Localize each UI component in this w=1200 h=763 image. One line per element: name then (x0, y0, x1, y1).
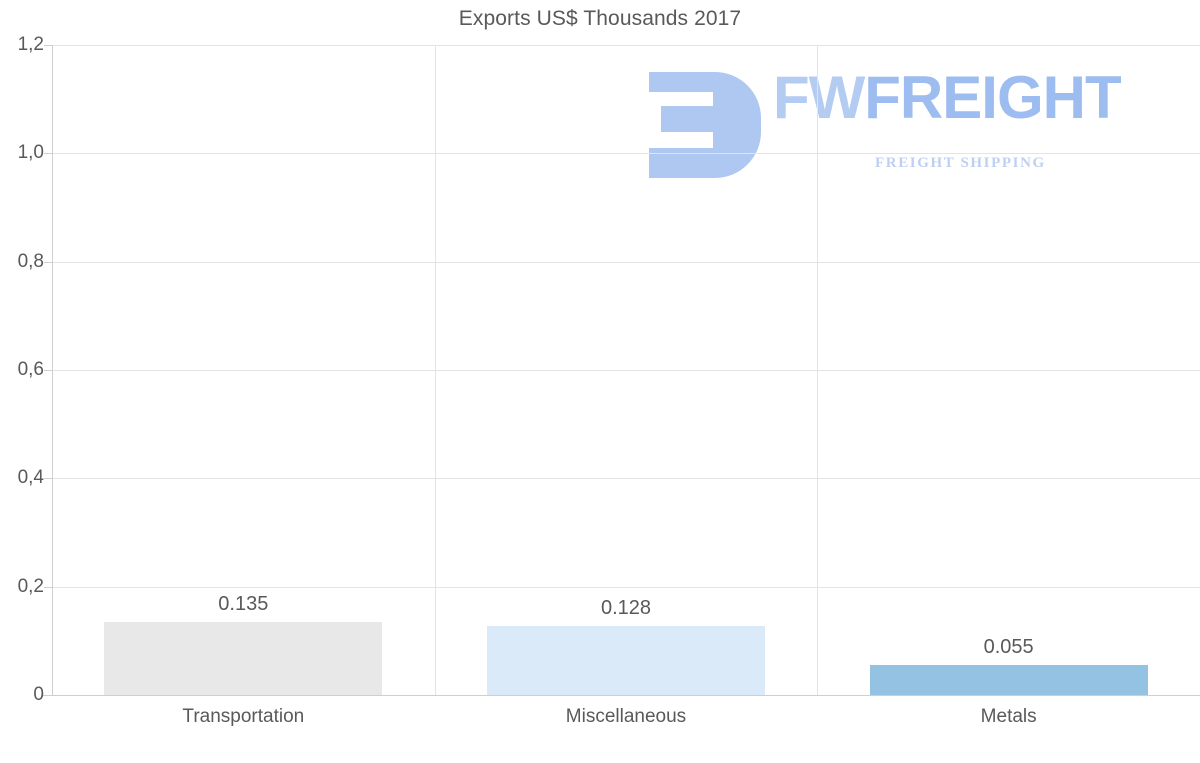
y-axis-tick-label: 0,2 (17, 575, 44, 597)
chart-title: Exports US$ Thousands 2017 (458, 7, 742, 30)
bar-value-label: 0.128 (600, 596, 652, 619)
y-axis-tick (44, 478, 53, 480)
y-axis-tick-label: 0 (33, 684, 44, 705)
y-axis-tick (44, 261, 53, 263)
gridline-vertical (435, 45, 436, 695)
gridline-horizontal (52, 261, 1200, 263)
gridline-horizontal (52, 586, 1200, 588)
y-axis-tick-label: 0,6 (17, 359, 44, 380)
y-axis-tick (44, 586, 53, 588)
gridline-horizontal (52, 45, 1200, 46)
y-axis-tick (44, 45, 53, 46)
y-axis-tick-label: 1,0 (17, 142, 44, 164)
x-axis-line (42, 695, 1200, 696)
bar[interactable] (104, 621, 383, 695)
y-axis-tick-label: 0,4 (17, 467, 44, 489)
y-axis-tick (44, 695, 53, 696)
bar[interactable] (869, 665, 1148, 695)
y-axis-tick (44, 370, 53, 371)
bar-value-label: 0.055 (983, 636, 1034, 659)
gridline-horizontal (52, 153, 1200, 155)
x-axis-category-label: Metals (980, 706, 1037, 727)
gridline-horizontal (52, 478, 1200, 480)
y-axis-tick (44, 153, 53, 155)
y-axis-tick-label: 0,8 (17, 250, 44, 272)
x-axis-category-label: Transportation (182, 706, 305, 727)
gridline-horizontal (52, 370, 1200, 371)
gridline-vertical (817, 45, 818, 695)
plot-area: 0.135 0.128 0.055 (52, 45, 1200, 695)
y-axis-tick-label: 1,2 (17, 34, 44, 55)
x-axis-category-label: Miscellaneous (565, 706, 687, 727)
bar-value-label: 0.135 (218, 592, 269, 615)
bar[interactable] (487, 625, 765, 695)
